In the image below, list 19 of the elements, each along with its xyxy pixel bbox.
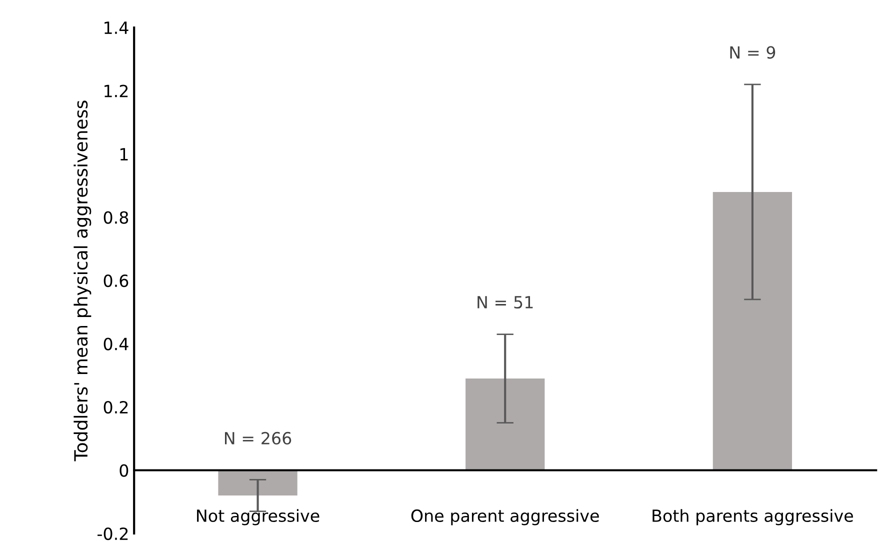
annotation: N = 266: [224, 432, 292, 445]
bar: [712, 192, 792, 470]
y-tick-label: 0.4: [104, 338, 128, 350]
annotation: N = 9: [730, 46, 776, 59]
y-axis-title: Toddlers' mean physical aggressiveness: [74, 100, 92, 462]
y-tick-label: 0.6: [104, 274, 128, 288]
y-tick-label: 1.4: [104, 22, 128, 34]
bar: [218, 470, 298, 496]
y-tick-label: 1.2: [104, 84, 128, 98]
x-tick-label: One parent aggressive: [411, 509, 599, 526]
x-tick-label: Not aggressive: [197, 509, 320, 526]
annotation: N = 51: [478, 296, 533, 309]
x-tick-label: Both parents aggressive: [652, 509, 853, 526]
y-tick-label: 0.2: [104, 400, 128, 414]
y-tick-label: 0.8: [104, 211, 128, 224]
y-tick-label: -0.2: [98, 527, 128, 540]
y-tick-label: 1: [120, 148, 128, 160]
y-tick-label: 0: [120, 464, 128, 477]
bar: [466, 378, 545, 470]
